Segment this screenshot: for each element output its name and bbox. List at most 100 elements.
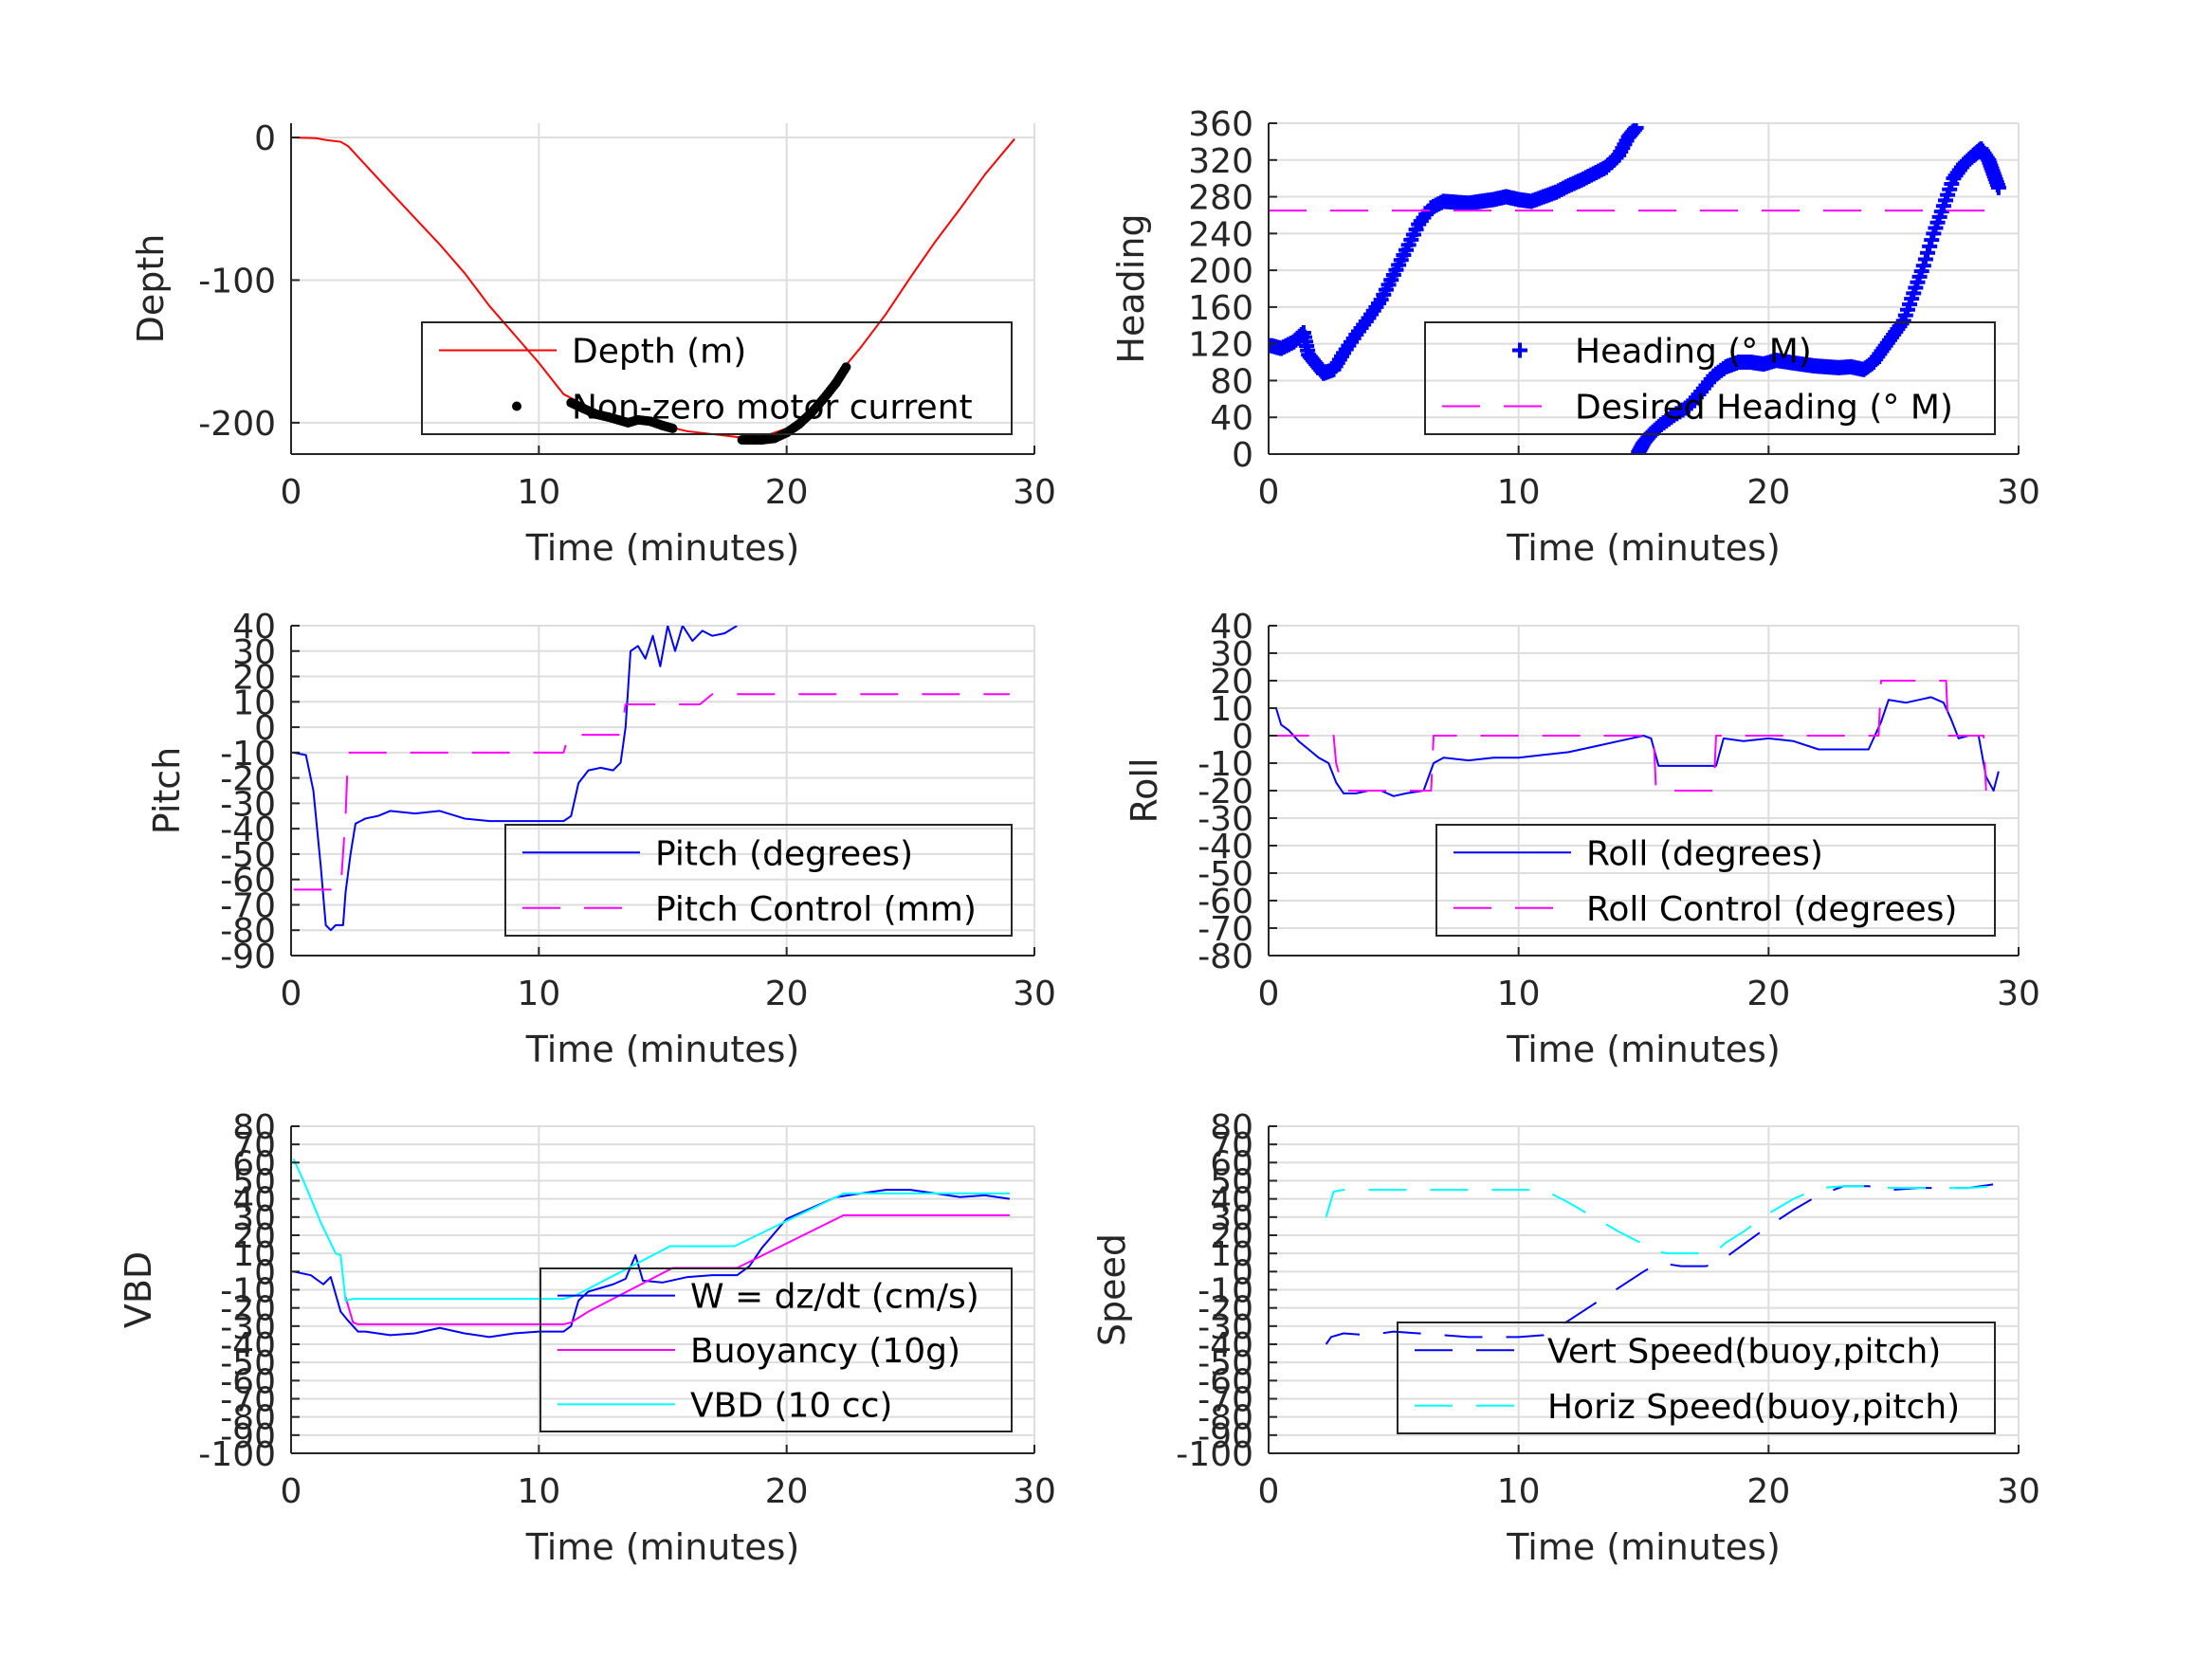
depth-dot-point (841, 362, 851, 373)
vbd-y-tick-label: -40 (220, 1326, 276, 1365)
depth-y-axis-label: Depth (130, 234, 172, 344)
vbd-y-tick-label: 30 (232, 1199, 276, 1238)
heading-y-axis-label: Heading (1110, 213, 1152, 363)
speed-y-tick-label: 50 (1210, 1163, 1253, 1202)
depth-dot-point (667, 423, 678, 433)
roll-line-roll-degrees- (1274, 696, 2000, 797)
pitch-line-pitch-control-mm- (293, 693, 1010, 891)
speed-y-tick-label: -30 (1197, 1308, 1253, 1347)
speed-y-tick-label: -10 (1197, 1272, 1253, 1311)
heading-y-tick-label: 0 (1232, 436, 1253, 475)
heading-y-tick-label: 240 (1188, 215, 1253, 254)
vbd-y-tick-label: -90 (220, 1417, 276, 1456)
roll-x-tick-label: 10 (1497, 975, 1541, 1013)
speed-y-tick-label: 80 (1210, 1108, 1253, 1147)
roll-legend-label: Roll (degrees) (1586, 834, 1823, 873)
speed-series-0 (1325, 1183, 1994, 1345)
speed-x-tick-label: 0 (1258, 1472, 1280, 1511)
vbd-y-tick-label: 60 (232, 1144, 276, 1183)
depth-legend-label: Depth (m) (572, 333, 746, 372)
pitch-series-0 (293, 626, 738, 932)
pitch-y-tick-label: 40 (232, 608, 276, 647)
pitch-x-tick-label: 20 (765, 975, 809, 1013)
vbd-y-tick-label: 10 (232, 1235, 276, 1274)
heading-y-tick-label: 160 (1188, 289, 1253, 328)
depth-x-axis-label: Time (minutes) (525, 527, 800, 569)
speed-y-tick-label: 40 (1210, 1181, 1253, 1220)
depth-subplot: 0 10 20 30 0 -100 -200 Time (minutes) Depth Depth… (130, 119, 1056, 569)
vbd-line-buoyancy-10g- (344, 1213, 1010, 1325)
pitch-y-tick-label: -80 (220, 912, 276, 951)
depth-y-tick-label: -100 (198, 262, 276, 301)
speed-y-tick-label: -40 (1197, 1326, 1253, 1365)
heading-x-tick-label: 10 (1497, 473, 1541, 512)
vbd-y-tick-label: -70 (220, 1381, 276, 1420)
depth-x-tick-label: 0 (281, 473, 302, 512)
heading-x-tick-label: 0 (1258, 473, 1280, 512)
vbd-x-tick-label: 0 (281, 1472, 302, 1511)
pitch-y-tick-label: -40 (220, 811, 276, 849)
roll-x-axis-label: Time (minutes) (1506, 1029, 1781, 1070)
pitch-x-tick-label: 10 (517, 975, 560, 1013)
speed-line-horiz-speed-buoy-pitch- (1325, 1185, 1994, 1255)
heading-legend-box (1424, 321, 1996, 435)
roll-y-tick-label: -20 (1197, 773, 1253, 811)
speed-legend-label: Horiz Speed(buoy,pitch) (1547, 1388, 1960, 1427)
vbd-series-1 (344, 1213, 1010, 1325)
pitch-subplot: 0 10 20 30403020100-10-20-30-40-50-60-70-80… (146, 608, 1056, 1070)
speed-legend: Vert Speed(buoy,pitch) Horiz Speed(buoy,p… (1397, 1322, 1996, 1434)
roll-line-roll-control-degrees- (1271, 680, 1987, 792)
roll-legend-box (1435, 824, 1996, 937)
roll-y-tick-label: -80 (1197, 938, 1253, 976)
vbd-y-tick-label: -60 (220, 1362, 276, 1401)
heading-legend-label: Desired Heading (° M) (1575, 389, 1953, 428)
heading-plus-marker (1628, 123, 1644, 136)
speed-x-axis-label: Time (minutes) (1506, 1526, 1781, 1568)
speed-y-tick-label: -60 (1197, 1362, 1253, 1401)
pitch-x-axis-label: Time (minutes) (525, 1029, 800, 1070)
speed-y-tick-label: 0 (1232, 1253, 1253, 1292)
roll-y-tick-label: 10 (1210, 690, 1253, 729)
speed-y-axis-label: Speed (1091, 1233, 1133, 1346)
vbd-y-tick-label: -100 (198, 1435, 276, 1474)
roll-y-tick-label: -60 (1197, 883, 1253, 921)
pitch-legend-label: Pitch (degrees) (655, 834, 913, 873)
heading-legend-label: Heading (° M) (1575, 333, 1812, 372)
pitch-legend: Pitch (degrees) Pitch Control (mm) (504, 824, 1013, 937)
speed-y-tick-label: 30 (1210, 1199, 1253, 1238)
vbd-x-tick-label: 10 (517, 1472, 560, 1511)
pitch-y-tick-label: -10 (220, 735, 276, 774)
pitch-series-1 (293, 693, 1010, 891)
pitch-legend-box (504, 824, 1013, 937)
pitch-y-tick-label: -70 (220, 886, 276, 925)
heading-y-tick-label: 120 (1188, 326, 1253, 365)
speed-y-tick-label: 60 (1210, 1144, 1253, 1183)
heading-series-0 (1269, 123, 2006, 454)
vbd-y-tick-label: -20 (220, 1290, 276, 1329)
heading-plus-marker (1893, 316, 1910, 332)
roll-x-tick-label: 0 (1258, 975, 1280, 1013)
vbd-legend-label: Buoyancy (10g) (690, 1332, 960, 1371)
pitch-y-tick-label: -30 (220, 785, 276, 824)
heading-y-tick-label: 200 (1188, 252, 1253, 291)
pitch-y-tick-label: 10 (232, 684, 276, 722)
vbd-legend: W = dz/dt (cm/s) Buoyancy (10g) VBD (10 cc… (539, 1267, 1013, 1432)
vbd-y-tick-label: 20 (232, 1217, 276, 1256)
roll-legend-label: Roll Control (degrees) (1586, 890, 1957, 929)
roll-series-1 (1271, 680, 1987, 792)
pitch-legend-label: Pitch Control (mm) (655, 890, 977, 929)
roll-y-tick-label: -30 (1197, 800, 1253, 839)
vbd-line-w-dz-dt-cm-s- (293, 1189, 1011, 1339)
depth-y-tick-label: 0 (254, 119, 276, 158)
heading-y-tick-label: 320 (1188, 142, 1253, 181)
heading-y-tick-label: 40 (1210, 399, 1253, 438)
roll-x-tick-label: 30 (1997, 975, 2040, 1013)
roll-y-axis-label: Roll (1124, 757, 1165, 823)
vbd-x-tick-label: 20 (765, 1472, 809, 1511)
speed-subplot: 0 10 20 3080706050403020100-10-20-30-40-50-… (1091, 1108, 2040, 1568)
roll-y-tick-label: 30 (1210, 635, 1253, 674)
vbd-y-tick-label: 0 (254, 1253, 276, 1292)
vbd-y-tick-label: 50 (232, 1163, 276, 1202)
heading-y-tick-label: 360 (1188, 105, 1253, 144)
